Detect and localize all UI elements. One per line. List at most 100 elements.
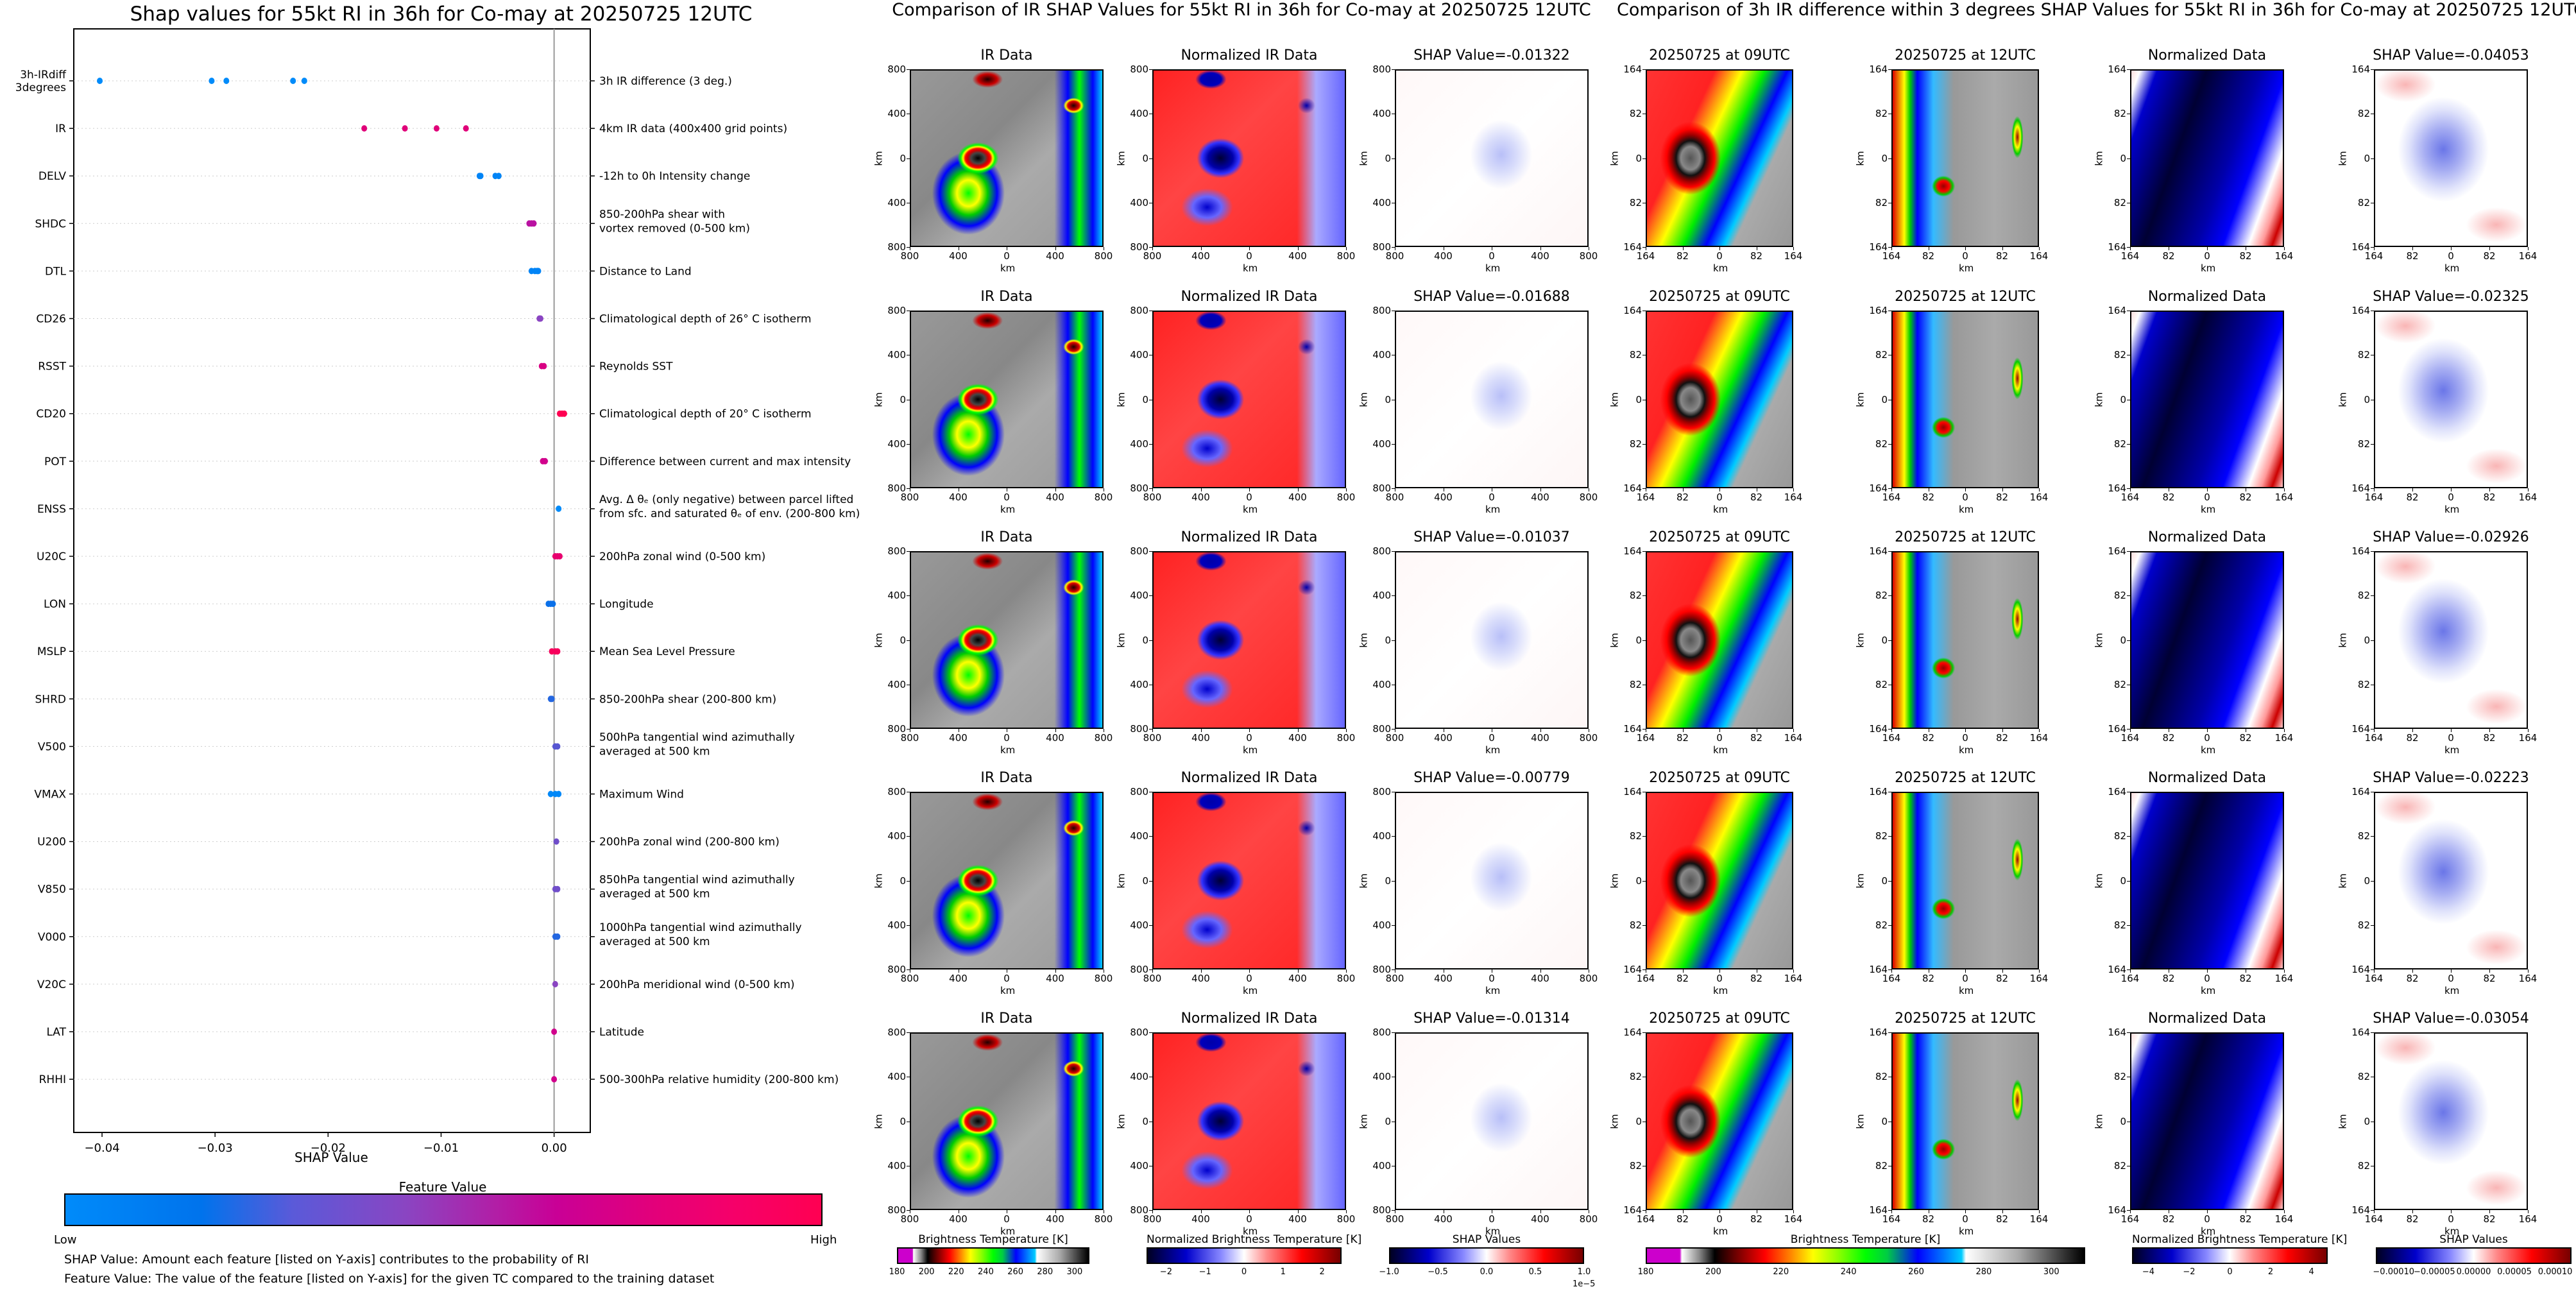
shap-dot: [552, 980, 558, 987]
feature-code-label: LON: [44, 598, 66, 611]
feature-description-label: Latitude: [599, 1026, 644, 1039]
x-tick-label: 0: [2204, 250, 2210, 262]
y-tick-label: 400: [1130, 1071, 1148, 1083]
y-tick-label: 0: [2120, 634, 2126, 646]
x-tick-mark: [1793, 488, 1794, 491]
x-tick-label: 400: [1288, 732, 1307, 744]
y-tick-mark: [2371, 969, 2374, 970]
x-tick-label: 164: [2364, 250, 2384, 262]
x-tick-mark: [2284, 969, 2285, 973]
x-tick-label: 82: [1750, 250, 1763, 262]
y-tick-label: 0: [1635, 393, 1642, 405]
colorbar-tick-label: 180: [889, 1267, 905, 1277]
y-tick-mark: [1888, 551, 1891, 552]
y-tick-label: 82: [1875, 830, 1888, 842]
y-tick-label: 0: [2364, 152, 2370, 164]
x-tick-mark: [2489, 969, 2490, 973]
x-tick-label: 164: [2274, 973, 2294, 984]
colorbar-tick-label: 2: [2267, 1267, 2274, 1277]
colorbar-tick-label: 180: [1637, 1267, 1654, 1277]
y-tick-mark: [2127, 443, 2130, 445]
shap-value-title: SHAP Value=-0.02926: [2373, 529, 2529, 545]
x-tick-mark: [2451, 969, 2452, 973]
y-tick-label: 164: [1869, 545, 1888, 557]
x-tick-label: 800: [900, 491, 919, 503]
colorbar-tick-label: 4: [2308, 1267, 2314, 1277]
y-tick-label: 0: [1635, 152, 1642, 164]
panel-title: IR Data: [980, 47, 1033, 64]
colorbar-tick-label: 0.0: [1480, 1267, 1494, 1277]
x-tick-mark: [1152, 247, 1153, 250]
x-tick-label: 800: [1579, 732, 1598, 744]
colorbar-title: Brightness Temperature [K]: [1790, 1233, 1941, 1246]
panel-title: 20250725 at 09UTC: [1649, 47, 1790, 64]
normalized-ir-panel: [1152, 311, 1346, 488]
x-tick-mark: [1682, 488, 1684, 491]
y-axis-label: km: [1854, 873, 1866, 889]
y-tick-mark: [2127, 836, 2130, 837]
y-tick-label: 400: [887, 830, 906, 842]
x-tick-mark: [1200, 247, 1202, 250]
x-tick-label: 82: [1995, 491, 2009, 503]
ir-shap-colorbar: [1389, 1247, 1584, 1264]
y-tick-mark: [2127, 729, 2130, 730]
x-tick-label: 82: [2162, 250, 2175, 262]
x-tick-mark: [1249, 1210, 1250, 1213]
y-tick-label: 400: [1130, 590, 1148, 602]
y-tick-label: 0: [1385, 634, 1391, 646]
x-tick-label: 164: [2518, 1213, 2538, 1225]
x-tick-label: 164: [2120, 732, 2140, 744]
y-tick-mark: [1392, 640, 1395, 641]
x-tick-label: 164: [2029, 1213, 2049, 1225]
y-axis-label: km: [873, 150, 885, 166]
y-tick-label: 800: [1372, 964, 1391, 975]
x-tick-label: 0: [2448, 732, 2454, 744]
x-axis-label: km: [2201, 985, 2216, 996]
diff-brightness-temp-colorbar: [1646, 1247, 2085, 1264]
y-tick-mark: [2371, 69, 2374, 70]
x-tick-label: 0: [1962, 1213, 1968, 1225]
y-axis-label: km: [1115, 1113, 1127, 1129]
y-tick-mark: [1149, 880, 1152, 882]
y-tick-label: 164: [1869, 241, 1888, 253]
y-tick-label: 82: [2357, 1159, 2370, 1172]
colorbar-tick-label: 0.00000: [2456, 1267, 2491, 1277]
ir-data-panel: [910, 1032, 1104, 1210]
y-tick-label: 164: [2108, 64, 2126, 75]
feature-description-label: 850hPa tangential wind azimuthally: [599, 874, 795, 887]
y-tick-mark: [1149, 69, 1152, 70]
y-axis-label: km: [2093, 391, 2105, 407]
x-tick-label: 0: [1003, 732, 1010, 744]
x-tick-label: 800: [1579, 491, 1598, 503]
x-tick-mark: [1965, 729, 1966, 732]
panel-title: Normalized Data: [2147, 529, 2267, 545]
y-tick-mark: [1642, 836, 1646, 837]
y-tick-label: 800: [1130, 723, 1148, 735]
x-tick-mark: [2207, 729, 2208, 732]
plot-frame: [73, 28, 591, 1133]
x-tick-mark: [2374, 1210, 2375, 1213]
ir-09utc-panel: [1646, 551, 1793, 729]
ir-shap-panel: [1395, 551, 1589, 729]
panel-title: Normalized IR Data: [1181, 529, 1318, 545]
x-tick-label: 0: [1003, 1213, 1010, 1225]
x-tick-label: 164: [2364, 973, 2384, 984]
ir-12utc-panel: [1891, 69, 2039, 247]
x-axis-label: km: [1243, 262, 1258, 274]
feature-description-label: Difference between current and max inten…: [599, 456, 851, 468]
x-axis-label: km: [1713, 504, 1728, 515]
x-tick-label: 800: [1385, 491, 1404, 503]
x-tick-mark: [2207, 969, 2208, 973]
colorbar-tick-label: −2: [1159, 1267, 1172, 1277]
colorbar-tick-label: −0.00010: [2373, 1267, 2415, 1277]
y-tick-label: 0: [1142, 875, 1148, 887]
y-axis-label: km: [1115, 632, 1127, 648]
x-tick-label: 400: [1191, 250, 1210, 262]
x-tick-mark: [2284, 247, 2285, 250]
y-tick-label: 0: [1142, 1115, 1148, 1127]
feature-code-label: LAT: [46, 1026, 66, 1039]
panel-title: Normalized IR Data: [1181, 289, 1318, 305]
x-tick-label: 0: [1246, 250, 1252, 262]
colorbar-tick-label: −2: [2183, 1267, 2196, 1277]
x-tick-label: 164: [2120, 250, 2140, 262]
